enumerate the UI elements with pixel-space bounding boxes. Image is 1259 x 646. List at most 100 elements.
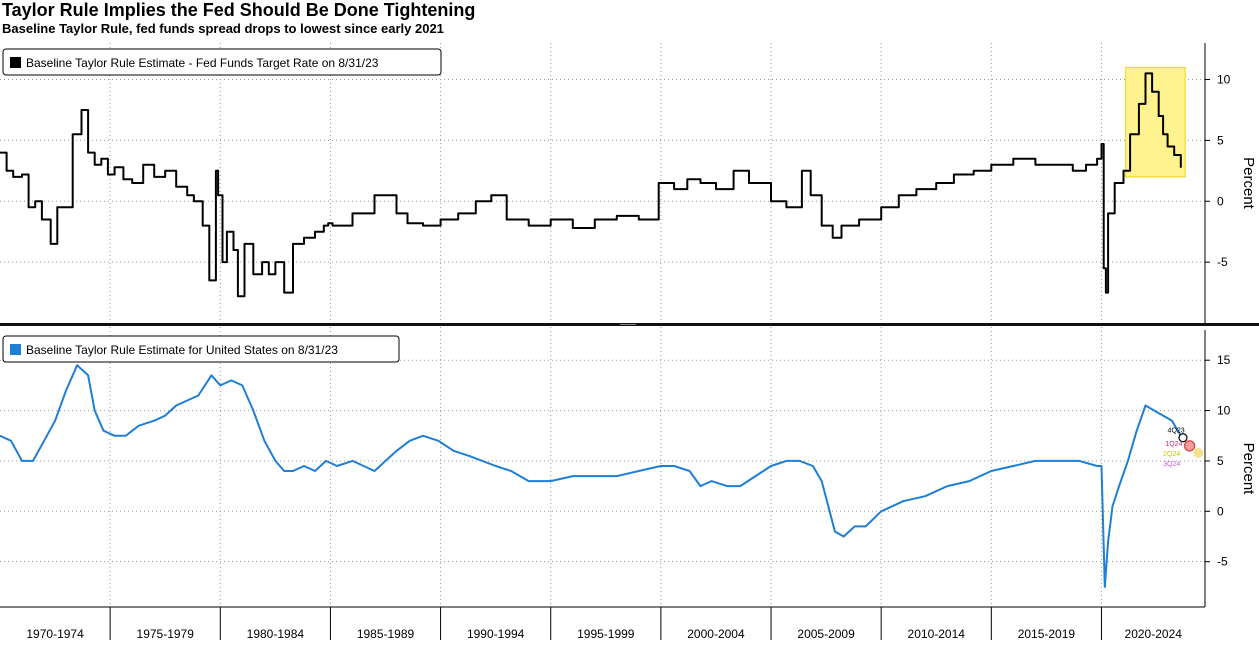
taylor-data-point xyxy=(274,460,277,462)
spread-data-point xyxy=(820,224,823,227)
taylor-data-point xyxy=(1056,460,1059,462)
spread-data-point xyxy=(314,230,316,233)
taylor-data-point xyxy=(902,500,904,503)
taylor-data-point xyxy=(263,440,266,442)
taylor-data-point xyxy=(1153,409,1156,412)
divider-grip xyxy=(620,324,636,325)
x-tick-label: 2020-2024 xyxy=(1125,627,1183,641)
taylor-data-point xyxy=(834,530,836,533)
taylor-data-point xyxy=(1135,429,1138,432)
x-tick-label: 1980-1984 xyxy=(247,627,305,641)
y-axis-label: Percent xyxy=(1240,443,1257,496)
spread-data-point xyxy=(186,194,189,196)
taylor-data-point xyxy=(87,374,89,377)
spread-data-point xyxy=(1072,170,1074,172)
spread-data-point xyxy=(113,166,116,168)
spread-data-point xyxy=(87,151,89,154)
spread-data-point xyxy=(915,188,918,190)
spread-data-point xyxy=(175,185,178,188)
spread-data-point xyxy=(1034,163,1037,166)
spread-data-point xyxy=(283,291,285,294)
spread-data-point xyxy=(193,200,195,203)
x-tick-label: 1975-1979 xyxy=(137,627,195,641)
spread-data-point xyxy=(93,163,96,166)
taylor-data-point xyxy=(924,495,927,498)
taylor-data-point xyxy=(175,404,178,407)
taylor-data-point xyxy=(65,389,67,392)
taylor-data-point xyxy=(351,460,354,462)
taylor-data-point xyxy=(1162,414,1164,417)
latest-point-marker xyxy=(1178,433,1188,443)
taylor-data-point xyxy=(241,384,244,387)
spread-data-point xyxy=(237,295,239,298)
legend-label: Baseline Taylor Rule Estimate - Fed Fund… xyxy=(26,56,379,70)
taylor-data-point xyxy=(32,460,34,462)
taylor-data-point xyxy=(10,440,12,442)
spread-data-point xyxy=(208,279,211,282)
spread-data-point xyxy=(201,224,204,227)
spread-data-point xyxy=(1166,145,1169,148)
spread-data-point xyxy=(215,170,217,172)
legend-label: Baseline Taylor Rule Estimate for United… xyxy=(26,343,338,357)
taylor-data-point xyxy=(549,480,552,482)
taylor-data-point xyxy=(990,470,993,472)
spread-data-point xyxy=(267,273,270,276)
taylor-data-point xyxy=(820,480,823,482)
spread-data-point xyxy=(5,170,8,172)
spread-data-point xyxy=(395,212,398,215)
taylor-data-point xyxy=(54,419,56,422)
spread-data-point xyxy=(41,218,43,221)
spread-data-point xyxy=(261,261,263,263)
spread-data-point xyxy=(107,173,109,176)
spread-data-point xyxy=(549,218,552,221)
spread-data-point xyxy=(935,182,938,184)
spread-data-point xyxy=(990,163,993,166)
taylor-data-point xyxy=(798,460,801,462)
taylor-data-point xyxy=(384,460,387,462)
spread-data-point xyxy=(80,109,83,111)
spread-data-point xyxy=(331,224,334,227)
spread-data-point xyxy=(1162,133,1164,136)
taylor-data-point xyxy=(699,485,702,487)
spread-data-point xyxy=(373,194,376,196)
taylor-data-point xyxy=(102,429,105,432)
spread-data-point xyxy=(638,218,640,221)
y-tick-label: -5 xyxy=(1217,255,1228,269)
taylor-data-point xyxy=(853,525,856,528)
taylor-data-point xyxy=(842,535,845,538)
taylor-data-point xyxy=(210,374,213,377)
spread-data-point xyxy=(897,194,900,196)
taylor-data-point xyxy=(593,475,596,477)
spread-data-point xyxy=(785,206,788,209)
forecast-dot xyxy=(1183,440,1196,452)
taylor-data-point xyxy=(422,434,424,437)
spread-data-point xyxy=(232,249,235,251)
taylor-data-point xyxy=(113,434,116,437)
taylor-data-point xyxy=(1111,505,1114,508)
taylor-data-point xyxy=(21,460,23,462)
taylor-data-point xyxy=(395,450,398,452)
taylor-data-point xyxy=(688,470,691,472)
spread-data-point xyxy=(1157,115,1160,117)
x-tick-label: 2015-2019 xyxy=(1018,627,1076,641)
taylor-data-point xyxy=(1034,460,1037,462)
taylor-data-point xyxy=(494,465,497,467)
spread-series-line xyxy=(0,72,1182,298)
legend-swatch xyxy=(10,57,21,68)
spread-data-point xyxy=(457,212,460,215)
spread-data-point xyxy=(226,230,228,233)
spread-data-point xyxy=(153,176,156,178)
spread-data-point xyxy=(252,273,255,276)
taylor-data-point xyxy=(660,465,662,467)
x-tick-label: 2000-2004 xyxy=(687,627,745,641)
spread-data-point xyxy=(657,182,660,184)
taylor-data-point xyxy=(219,384,222,387)
taylor-data-point xyxy=(726,485,728,487)
legend: Baseline Taylor Rule Estimate - Fed Fund… xyxy=(2,48,442,76)
taylor-data-point xyxy=(437,440,440,442)
taylor-data-point xyxy=(292,470,294,472)
spread-data-point xyxy=(122,178,125,181)
taylor-data-point xyxy=(164,414,167,417)
spread-data-point xyxy=(1105,291,1107,294)
spread-data-point xyxy=(221,261,224,263)
